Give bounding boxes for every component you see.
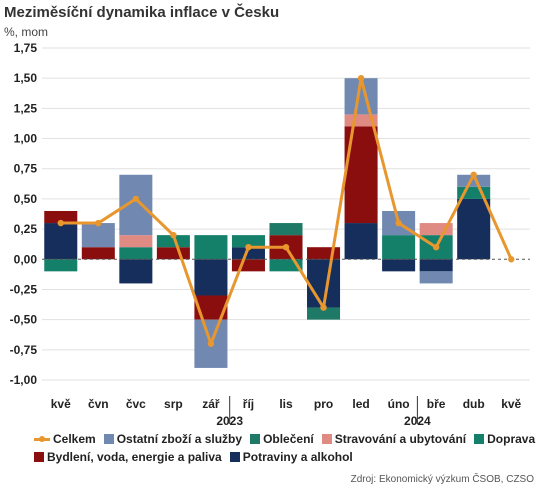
- legend-label: Potraviny a alkohol: [242, 450, 353, 464]
- x-tick-label: led: [352, 397, 369, 411]
- point-celkem: [170, 231, 177, 239]
- bar-bydleni: [156, 247, 190, 260]
- point-celkem: [470, 171, 477, 178]
- legend-swatch: [34, 434, 50, 444]
- point-celkem: [132, 195, 140, 203]
- legend-item-obleceni: Oblečení: [250, 432, 314, 446]
- x-tick-label: dub: [463, 397, 485, 411]
- bar-doprava: [156, 235, 190, 248]
- legend-swatch: [474, 434, 485, 444]
- y-tick-label: 0,50: [14, 192, 38, 206]
- point-celkem: [282, 244, 290, 251]
- legend-swatch: [250, 434, 261, 444]
- y-tick-label: -0,75: [10, 343, 38, 357]
- x-tick-label: srp: [164, 397, 183, 411]
- bar-bydleni: [307, 247, 341, 260]
- y-tick-label: 1,25: [14, 101, 38, 115]
- bar-ostatni: [81, 223, 115, 248]
- legend-swatch: [103, 434, 114, 444]
- x-tick-label: říj: [243, 397, 254, 411]
- x-tick-label: kvě: [51, 397, 71, 411]
- x-tick-label: pro: [314, 397, 333, 411]
- point-celkem: [357, 74, 365, 82]
- x-tick-label: kvě: [501, 397, 521, 411]
- legend-item-stravovani: Stravování a ubytování: [321, 432, 467, 446]
- y-tick-label: 0,25: [14, 222, 38, 236]
- bar-bydleni: [81, 247, 115, 260]
- point-celkem: [320, 304, 327, 311]
- x-tick-label: zář: [202, 397, 220, 411]
- legend-label: Stravování a ubytování: [334, 432, 467, 446]
- bar-doprava: [119, 247, 153, 260]
- bar-potraviny: [344, 223, 378, 260]
- legend: Celkem Ostatní zboží a služby Oblečení Stra…: [34, 432, 535, 468]
- y-tick-label: -1,00: [10, 373, 38, 387]
- bar-bydleni: [231, 259, 265, 272]
- y-tick-label: 0,00: [14, 252, 38, 266]
- bar-potraviny: [194, 259, 228, 296]
- x-tick-label: bře: [427, 397, 446, 411]
- legend-item-doprava: Doprava: [474, 432, 535, 446]
- legend-row: Celkem Ostatní zboží a služby Oblečení Stra…: [34, 432, 535, 446]
- bar-obleceni: [269, 223, 303, 236]
- year-label: 2023: [216, 414, 243, 428]
- point-celkem: [95, 219, 102, 227]
- point-celkem: [395, 219, 402, 227]
- source-note: Zdroj: Ekonomický výzkum ČSOB, CZSO: [350, 474, 534, 485]
- point-celkem: [508, 256, 515, 263]
- point-celkem: [57, 219, 64, 227]
- point-celkem: [207, 340, 215, 347]
- bar-doprava: [231, 235, 265, 248]
- point-celkem: [245, 244, 252, 251]
- x-tick-label: úno: [388, 397, 410, 411]
- bar-obleceni: [307, 307, 341, 320]
- bar-doprava: [44, 259, 78, 272]
- legend-label: Ostatní zboží a služby: [116, 432, 243, 446]
- bar-potraviny: [382, 259, 416, 272]
- bar-potraviny: [231, 247, 265, 260]
- bar-potraviny: [457, 198, 491, 260]
- chart-title: Meziměsíční dynamika inflace v Česku: [4, 4, 280, 21]
- bar-ostatni: [419, 271, 453, 284]
- unit-label: %, mom: [4, 25, 49, 39]
- legend-label: Bydlení, voda, energie a paliva: [47, 450, 222, 464]
- bar-potraviny: [419, 259, 453, 272]
- y-tick-label: 1,50: [14, 71, 38, 85]
- legend-label: Oblečení: [263, 432, 314, 446]
- y-tick-label: -0,25: [10, 282, 38, 296]
- chart-area: 1,75 1,50 1,25 1,00 0,75 0,50 0,25 0,00 -0,25 -0,…: [10, 41, 530, 428]
- bar-potraviny: [44, 223, 78, 260]
- legend-item-bydleni: Bydlení, voda, energie a paliva: [34, 450, 222, 464]
- legend-item-ostatni: Ostatní zboží a služby: [103, 432, 243, 446]
- x-tick-label: lis: [279, 397, 293, 411]
- x-tick-label: čvn: [88, 397, 109, 411]
- legend-label: Celkem: [53, 432, 96, 446]
- x-tick-label: čvc: [126, 397, 146, 411]
- legend-row: Bydlení, voda, energie a paliva Potraviny…: [34, 450, 534, 464]
- legend-item-celkem: Celkem: [34, 432, 96, 446]
- legend-swatch: [321, 434, 332, 444]
- bar-doprava: [382, 235, 416, 260]
- legend-label: Doprava: [487, 432, 536, 446]
- y-tick-label: -0,50: [10, 313, 38, 327]
- bar-bydleni: [44, 210, 78, 224]
- bar-stravovani: [119, 235, 153, 248]
- point-celkem: [432, 244, 440, 251]
- y-tick-label: 0,75: [14, 162, 38, 176]
- year-label: 2024: [404, 414, 431, 428]
- bar-potraviny: [119, 259, 153, 284]
- bar-ostatni: [457, 174, 491, 187]
- legend-swatch: [34, 452, 44, 462]
- bar-doprava: [194, 235, 228, 260]
- y-tick-label: 1,00: [14, 132, 38, 146]
- y-tick-label: 1,75: [14, 41, 38, 55]
- legend-swatch: [229, 452, 240, 462]
- legend-item-potraviny: Potraviny a alkohol: [229, 450, 353, 464]
